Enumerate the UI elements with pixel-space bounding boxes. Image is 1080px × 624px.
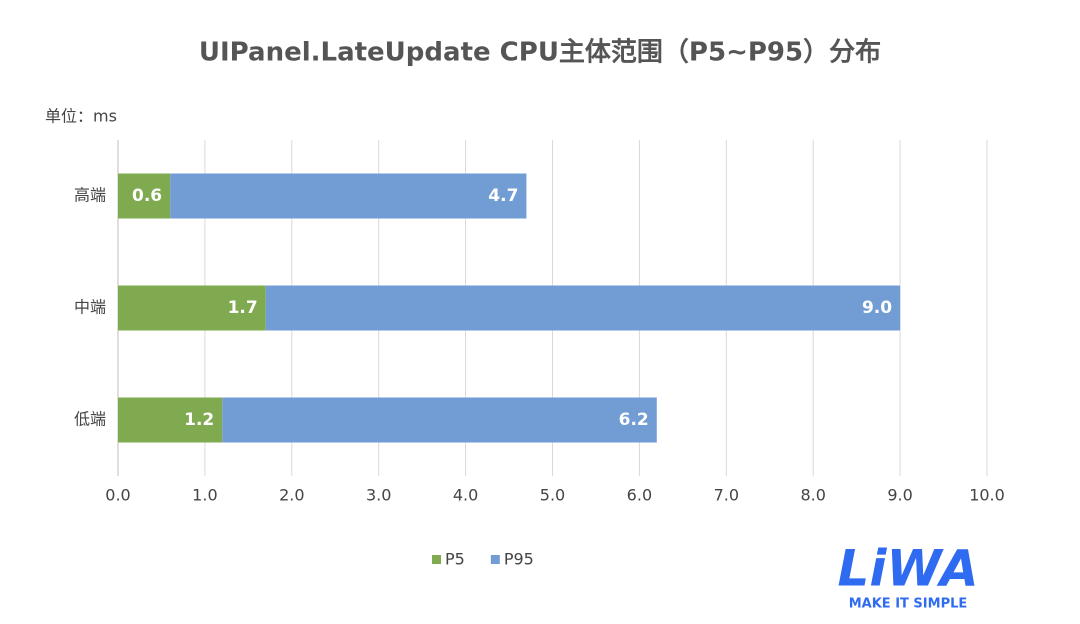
logo-name: LiWA [837,540,978,598]
y-tick-label: 中端 [74,298,106,317]
bar [222,397,657,443]
legend-label: P95 [504,550,534,569]
x-tick-label: 8.0 [800,486,825,505]
data-label: 0.6 [132,186,162,206]
bar [118,285,266,331]
x-tick-label: 5.0 [540,486,565,505]
bar [265,285,901,331]
bar [118,397,223,443]
x-tick-label: 3.0 [366,486,391,505]
chart-title: UIPanel.LateUpdate CPU主体范围（P5~P95）分布 [199,38,881,68]
x-tick-label: 9.0 [887,486,912,505]
data-label: 1.2 [184,410,214,430]
data-label: 6.2 [619,410,649,430]
x-tick-label: 4.0 [453,486,478,505]
y-tick-label: 低端 [74,410,106,429]
x-tick-label: 2.0 [279,486,304,505]
legend-swatch [490,555,500,564]
data-label: 1.7 [228,298,258,318]
data-label: 9.0 [862,298,892,318]
x-tick-label: 7.0 [714,486,739,505]
x-tick-label: 10.0 [969,486,1005,505]
y-tick-label: 高端 [74,186,106,205]
bar [170,173,527,219]
x-tick-label: 6.0 [627,486,652,505]
legend-label: P5 [445,550,465,569]
data-label: 4.7 [488,186,518,206]
bar [118,173,171,219]
unit-label: 单位：ms [45,107,117,126]
x-tick-label: 1.0 [192,486,217,505]
legend-swatch [432,555,441,564]
logo-tagline: MAKE IT SIMPLE [849,597,968,612]
x-tick-label: 0.0 [105,486,130,505]
